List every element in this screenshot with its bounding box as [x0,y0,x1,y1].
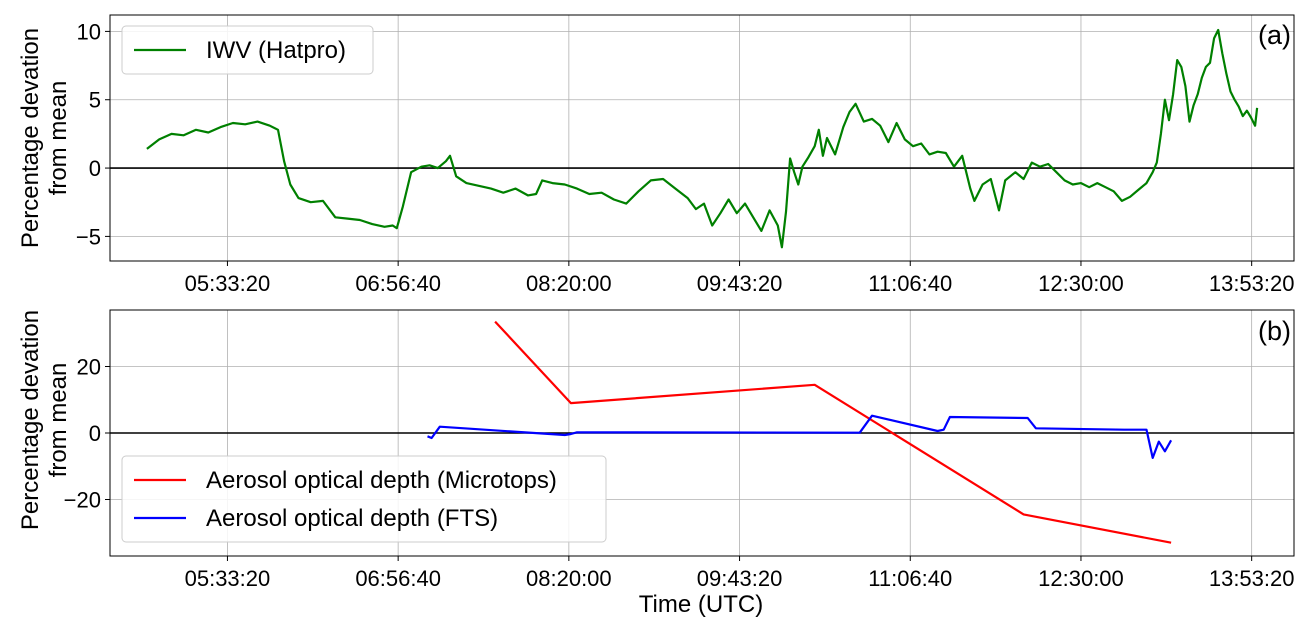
x-tick-label: 05:33:20 [185,271,271,296]
x-tick-label: 09:43:20 [697,566,783,591]
series-line-iwv-hatpro [146,28,1259,249]
panel-b-legend: Aerosol optical depth (Microtops) Aeroso… [121,455,607,543]
panel-b: −20 0 20 05:33:20 06:56:40 08:20:00 09:43:20 1… [17,309,1295,618]
panel-b-ylabel-line-1: Percentage devation [17,310,44,530]
x-tick-label: 13:53:20 [1209,566,1295,591]
panel-a: −5 0 5 10 05:33:20 06:56:40 08:20:00 09:43:20 1… [17,14,1295,296]
panel-b-label: (b) [1258,316,1291,346]
y-tick-label: −20 [64,487,101,512]
panel-a-label: (a) [1258,20,1291,50]
panel-a-legend-box [121,25,374,75]
panel-b-x-tick-labels: 05:33:20 06:56:40 08:20:00 09:43:20 11:06:40… [185,566,1295,591]
x-tick-label: 06:56:40 [355,566,441,591]
y-tick-label: 0 [89,421,101,446]
panel-a-series [146,28,1259,249]
y-tick-label: −5 [76,224,101,249]
x-tick-label: 11:06:40 [868,566,952,591]
x-tick-label: 08:20:00 [526,271,612,296]
panel-a-legend-label-iwv: IWV (Hatpro) [206,37,346,64]
y-tick-label: 10 [77,19,101,44]
panel-a-legend: IWV (Hatpro) [121,25,374,75]
x-tick-label: 11:06:40 [868,271,952,296]
y-tick-label: 0 [89,156,101,181]
panel-b-legend-label-microtops: Aerosol optical depth (Microtops) [206,467,557,494]
y-tick-label: 5 [89,88,101,113]
panel-b-frame [109,309,1295,557]
panel-b-y-tick-labels: −20 0 20 [64,355,101,513]
x-tick-label: 06:56:40 [355,271,441,296]
panel-b-legend-label-fts: Aerosol optical depth (FTS) [206,505,498,532]
x-tick-label: 12:30:00 [1038,566,1124,591]
y-tick-label: 20 [77,355,101,380]
panel-b-series [427,320,1173,544]
x-tick-label: 05:33:20 [185,566,271,591]
panel-b-ylabel-line-2: from mean [45,363,72,478]
x-tick-label: 13:53:20 [1209,271,1295,296]
panel-a-ylabel-line-2: from mean [45,81,72,196]
x-tick-label: 08:20:00 [526,566,612,591]
series-line-aerosol-optical-depth-microtops [494,320,1172,544]
panel-a-x-tick-labels: 05:33:20 06:56:40 08:20:00 09:43:20 11:06:40… [185,271,1295,296]
x-tick-label: 12:30:00 [1038,271,1124,296]
panel-a-y-tick-labels: −5 0 5 10 [76,19,101,249]
panel-a-frame [109,14,1295,262]
x-tick-label: 09:43:20 [697,271,783,296]
series-line-aerosol-optical-depth-fts [427,414,1173,459]
panel-a-ylabel-line-1: Percentage devation [17,28,44,248]
panel-b-legend-box [121,455,607,543]
panel-b-xlabel: Time (UTC) [639,591,763,618]
